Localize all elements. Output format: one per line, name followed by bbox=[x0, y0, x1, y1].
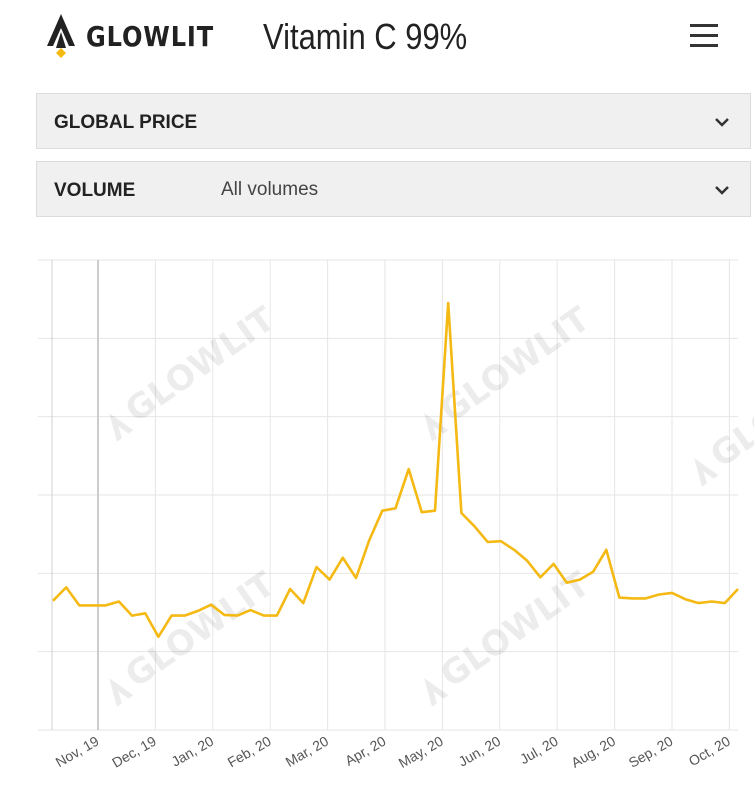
chart-series bbox=[52, 301, 739, 639]
svg-text:GLOWLIT: GLOWLIT bbox=[433, 564, 598, 696]
hamburger-menu-icon[interactable] bbox=[690, 24, 718, 48]
glowlit-watermark: GLOWLIT bbox=[424, 564, 598, 707]
x-tick-label: Feb, 20 bbox=[225, 733, 274, 771]
glowlit-logo-icon bbox=[47, 14, 75, 58]
x-tick-label: Jul, 20 bbox=[517, 733, 561, 768]
x-tick-label: Mar, 20 bbox=[283, 733, 332, 770]
svg-text:GLOWLIT: GLOWLIT bbox=[433, 299, 598, 431]
brand-logo[interactable]: GLOWLIT bbox=[44, 12, 235, 60]
product-title: Vitamin C 99% bbox=[263, 16, 468, 57]
global-price-dropdown[interactable]: GLOBAL PRICE bbox=[36, 93, 751, 149]
x-tick-label: Oct, 20 bbox=[686, 733, 733, 770]
chart-grid bbox=[38, 259, 738, 731]
chevron-down-icon bbox=[715, 118, 729, 127]
chevron-down-icon bbox=[715, 186, 729, 195]
x-tick-label: Jun, 20 bbox=[456, 733, 504, 770]
glowlit-watermark: GLOWLIT bbox=[694, 344, 754, 487]
x-tick-label: Dec, 19 bbox=[109, 733, 159, 771]
x-tick-label: Apr, 20 bbox=[342, 733, 389, 769]
glowlit-watermark: GLOWLIT bbox=[109, 564, 283, 707]
x-axis-ticks: Nov, 19 Dec, 19 Jan, 20 Feb, 20 Mar, 20 Apr, … bbox=[53, 733, 733, 771]
price-chart: GLOWLIT GLOWLIT GLOWLIT GLOWLIT GLOWLIT Nov,… bbox=[38, 259, 754, 771]
glowlit-watermark: GLOWLIT bbox=[109, 299, 283, 442]
brand-name: GLOWLIT bbox=[86, 19, 215, 53]
global-price-label: GLOBAL PRICE bbox=[54, 112, 198, 133]
x-tick-label: Aug, 20 bbox=[568, 733, 618, 771]
volume-dropdown[interactable]: VOLUME All volumes bbox=[36, 161, 751, 217]
svg-text:GLOWLIT: GLOWLIT bbox=[118, 564, 283, 696]
x-tick-label: May, 20 bbox=[396, 733, 446, 771]
volume-value: All volumes bbox=[221, 179, 319, 200]
app-header: GLOWLIT Vitamin C 99% bbox=[0, 0, 754, 80]
price-series-line bbox=[52, 301, 739, 639]
x-tick-label: Sep, 20 bbox=[626, 733, 676, 771]
x-tick-label: Jan, 20 bbox=[169, 733, 217, 770]
svg-text:GLOWLIT: GLOWLIT bbox=[703, 344, 754, 476]
chart-watermarks: GLOWLIT GLOWLIT GLOWLIT GLOWLIT GLOWLIT bbox=[109, 299, 754, 707]
volume-label: VOLUME bbox=[54, 180, 136, 201]
x-tick-label: Nov, 19 bbox=[53, 733, 102, 771]
svg-text:GLOWLIT: GLOWLIT bbox=[118, 299, 283, 431]
